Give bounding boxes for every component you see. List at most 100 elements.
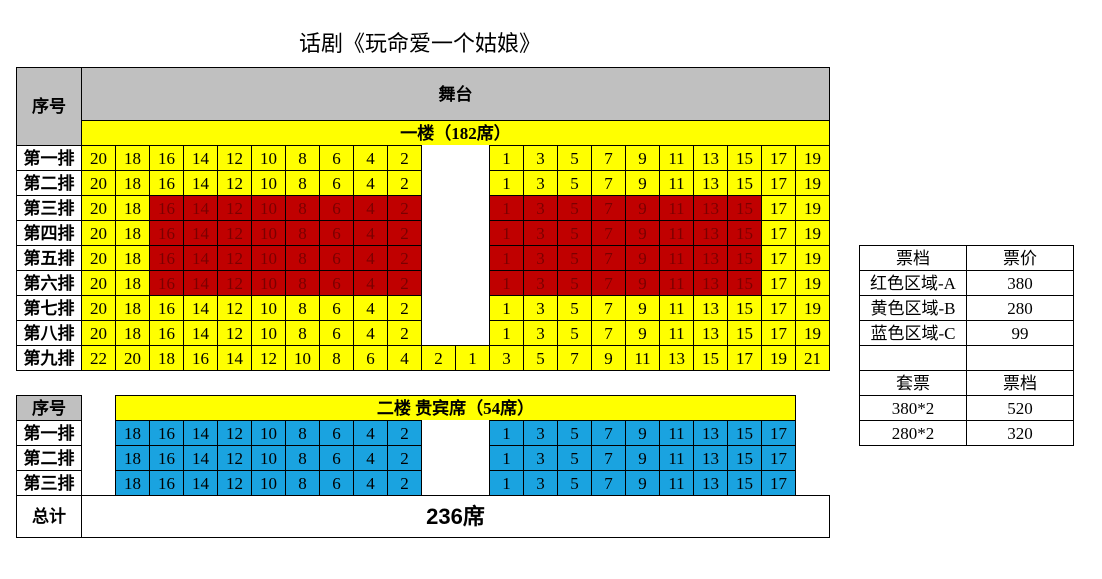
seat[interactable]: 7: [591, 145, 626, 171]
seat[interactable]: 5: [557, 295, 592, 321]
seat[interactable]: 11: [659, 320, 694, 346]
seat[interactable]: 10: [251, 420, 286, 446]
seat[interactable]: 11: [659, 270, 694, 296]
seat[interactable]: 2: [387, 145, 422, 171]
seat[interactable]: 17: [761, 170, 796, 196]
seat[interactable]: 4: [353, 420, 388, 446]
seat[interactable]: 17: [761, 445, 796, 471]
seat[interactable]: 14: [183, 295, 218, 321]
seat[interactable]: 14: [183, 320, 218, 346]
seat[interactable]: 9: [625, 295, 660, 321]
seat[interactable]: 15: [727, 245, 762, 271]
seat[interactable]: 18: [149, 345, 184, 371]
seat[interactable]: 12: [217, 245, 252, 271]
seat[interactable]: 10: [251, 320, 286, 346]
seat[interactable]: 20: [115, 345, 150, 371]
seat[interactable]: 13: [693, 320, 728, 346]
seat[interactable]: 14: [217, 345, 252, 371]
seat[interactable]: 7: [591, 245, 626, 271]
seat[interactable]: 8: [285, 420, 320, 446]
seat[interactable]: 11: [659, 245, 694, 271]
seat[interactable]: 4: [387, 345, 422, 371]
seat[interactable]: 19: [795, 270, 830, 296]
seat[interactable]: 5: [557, 170, 592, 196]
seat[interactable]: 9: [625, 170, 660, 196]
seat[interactable]: 3: [523, 195, 558, 221]
seat[interactable]: 4: [353, 320, 388, 346]
seat[interactable]: 12: [217, 470, 252, 496]
seat[interactable]: 12: [251, 345, 286, 371]
seat[interactable]: 1: [489, 195, 524, 221]
seat[interactable]: 18: [115, 220, 150, 246]
seat[interactable]: 18: [115, 445, 150, 471]
seat[interactable]: 5: [557, 145, 592, 171]
seat[interactable]: 9: [625, 195, 660, 221]
seat[interactable]: 20: [81, 320, 116, 346]
seat[interactable]: 3: [523, 320, 558, 346]
seat[interactable]: 13: [693, 470, 728, 496]
seat[interactable]: 8: [285, 295, 320, 321]
seat[interactable]: 17: [761, 195, 796, 221]
seat[interactable]: 12: [217, 295, 252, 321]
seat[interactable]: 16: [149, 270, 184, 296]
seat[interactable]: 20: [81, 220, 116, 246]
seat[interactable]: 3: [523, 445, 558, 471]
seat[interactable]: 1: [489, 145, 524, 171]
seat[interactable]: 16: [149, 295, 184, 321]
seat[interactable]: 3: [523, 295, 558, 321]
seat[interactable]: 8: [285, 220, 320, 246]
seat[interactable]: 4: [353, 145, 388, 171]
seat[interactable]: 16: [149, 320, 184, 346]
seat[interactable]: 16: [149, 195, 184, 221]
seat[interactable]: 9: [625, 145, 660, 171]
seat[interactable]: 8: [285, 320, 320, 346]
seat[interactable]: 8: [285, 145, 320, 171]
seat[interactable]: 6: [319, 170, 354, 196]
seat[interactable]: 15: [727, 195, 762, 221]
seat[interactable]: 3: [523, 170, 558, 196]
seat[interactable]: 13: [693, 295, 728, 321]
seat[interactable]: 12: [217, 420, 252, 446]
seat[interactable]: 4: [353, 470, 388, 496]
seat[interactable]: 18: [115, 420, 150, 446]
seat[interactable]: 2: [387, 245, 422, 271]
seat[interactable]: 13: [693, 145, 728, 171]
seat[interactable]: 10: [251, 195, 286, 221]
seat[interactable]: 12: [217, 320, 252, 346]
seat[interactable]: 3: [489, 345, 524, 371]
seat[interactable]: 5: [557, 245, 592, 271]
seat[interactable]: 17: [761, 295, 796, 321]
seat[interactable]: 14: [183, 195, 218, 221]
seat[interactable]: 1: [489, 420, 524, 446]
seat[interactable]: 4: [353, 220, 388, 246]
seat[interactable]: 17: [761, 420, 796, 446]
seat[interactable]: 2: [421, 345, 456, 371]
seat[interactable]: 14: [183, 470, 218, 496]
seat[interactable]: 14: [183, 445, 218, 471]
seat[interactable]: 8: [285, 445, 320, 471]
seat[interactable]: 10: [251, 245, 286, 271]
seat[interactable]: 3: [523, 220, 558, 246]
seat[interactable]: 13: [693, 420, 728, 446]
seat[interactable]: 20: [81, 245, 116, 271]
seat[interactable]: 17: [761, 145, 796, 171]
seat[interactable]: 2: [387, 470, 422, 496]
seat[interactable]: 17: [761, 270, 796, 296]
seat[interactable]: 18: [115, 145, 150, 171]
seat[interactable]: 6: [319, 195, 354, 221]
seat[interactable]: 15: [727, 170, 762, 196]
seat[interactable]: 18: [115, 270, 150, 296]
seat[interactable]: 8: [285, 195, 320, 221]
seat[interactable]: 10: [251, 470, 286, 496]
seat[interactable]: 15: [727, 320, 762, 346]
seat[interactable]: 18: [115, 295, 150, 321]
seat[interactable]: 18: [115, 470, 150, 496]
seat[interactable]: 22: [81, 345, 116, 371]
seat[interactable]: 15: [727, 295, 762, 321]
seat[interactable]: 1: [489, 170, 524, 196]
seat[interactable]: 19: [795, 195, 830, 221]
seat[interactable]: 20: [81, 295, 116, 321]
seat[interactable]: 19: [795, 295, 830, 321]
seat[interactable]: 11: [659, 170, 694, 196]
seat[interactable]: 12: [217, 220, 252, 246]
